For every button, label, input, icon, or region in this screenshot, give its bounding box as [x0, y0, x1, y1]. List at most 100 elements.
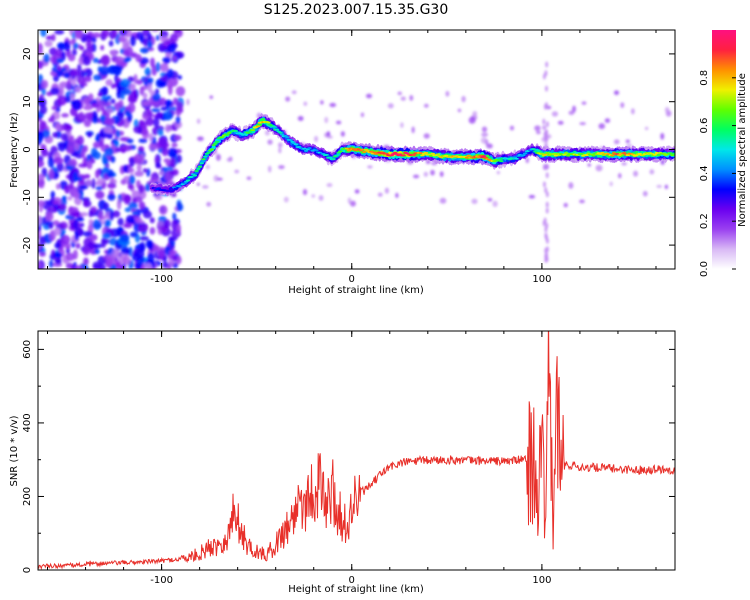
- noise-blob: [110, 98, 116, 105]
- ridge-blob: [579, 152, 584, 155]
- ridge-blob: [344, 147, 350, 150]
- noise-blob: [105, 257, 113, 268]
- noise-blob: [56, 58, 64, 64]
- noise-blob: [480, 137, 487, 144]
- colorbar-label: Normalized spectral amplitude: [737, 73, 748, 227]
- noise-blob: [196, 118, 201, 124]
- noise-blob: [545, 121, 549, 128]
- noise-blob: [96, 100, 106, 108]
- noise-blob: [155, 162, 162, 168]
- noise-blob: [367, 165, 373, 169]
- noise-blob: [76, 135, 84, 146]
- ridge-blob: [368, 150, 374, 153]
- noise-blob: [48, 259, 54, 268]
- noise-blob: [536, 130, 541, 135]
- noise-blob: [133, 92, 139, 99]
- spectrogram-y-tick-label: -10: [22, 189, 33, 205]
- noise-blob: [104, 147, 114, 157]
- noise-blob: [83, 257, 89, 266]
- noise-blob: [468, 116, 476, 124]
- ridge-blob: [591, 154, 596, 157]
- colorbar-tick-label: 0.8: [699, 70, 710, 86]
- noise-blob: [158, 205, 168, 215]
- noise-blob: [139, 47, 149, 54]
- noise-blob: [50, 114, 55, 123]
- ridge-blob: [233, 130, 239, 133]
- snr-y-tick-label: 0: [22, 567, 33, 573]
- noise-blob: [50, 190, 56, 200]
- noise-blob: [74, 231, 79, 241]
- ridge-blob: [362, 151, 367, 153]
- ridge-blob: [584, 154, 589, 157]
- noise-blob: [147, 252, 155, 264]
- ridge-blob: [278, 131, 283, 134]
- spectrogram-ridge: [149, 113, 675, 197]
- noise-blob: [186, 98, 190, 106]
- noise-blob: [74, 176, 83, 182]
- ridge-blob: [464, 156, 470, 159]
- noise-blob: [151, 244, 160, 252]
- noise-blob: [117, 217, 124, 226]
- noise-blob: [98, 210, 103, 221]
- noise-blob: [151, 93, 161, 102]
- noise-blob: [143, 37, 148, 47]
- noise-blob: [387, 103, 394, 109]
- noise-blob: [67, 139, 75, 151]
- noise-blob: [57, 65, 62, 72]
- noise-blob: [110, 155, 116, 163]
- noise-blob: [400, 122, 404, 128]
- colorbar-tick-label: 0.4: [699, 165, 710, 181]
- noise-blob: [52, 220, 60, 226]
- noise-blob: [93, 74, 102, 81]
- noise-blob: [64, 185, 70, 194]
- noise-blob: [71, 99, 82, 111]
- spectrogram-y-tick-label: 20: [22, 48, 33, 61]
- noise-blob: [87, 132, 92, 138]
- noise-blob: [40, 30, 47, 37]
- noise-blob: [168, 170, 175, 176]
- noise-blob: [326, 183, 333, 188]
- colorbar-tick-label: 0.2: [699, 213, 710, 229]
- noise-blob: [613, 90, 620, 96]
- noise-blob: [149, 226, 156, 235]
- noise-blob: [609, 181, 613, 187]
- noise-blob: [302, 188, 308, 196]
- noise-blob: [83, 145, 89, 153]
- noise-blob: [72, 211, 81, 217]
- noise-blob: [165, 126, 172, 131]
- noise-blob: [542, 164, 546, 171]
- noise-blob: [613, 139, 620, 145]
- noise-blob: [43, 53, 50, 63]
- noise-blob: [94, 169, 100, 179]
- noise-blob: [61, 195, 68, 201]
- noise-blob: [349, 200, 356, 207]
- noise-blob: [47, 206, 57, 214]
- noise-blob: [633, 170, 639, 177]
- noise-blob: [278, 165, 285, 170]
- ridge-blob: [654, 151, 660, 154]
- ridge-blob: [196, 167, 201, 170]
- noise-blob: [73, 265, 84, 269]
- ridge-blob: [192, 174, 198, 177]
- noise-blob: [64, 95, 72, 103]
- noise-blob: [542, 118, 546, 125]
- ridge-blob: [189, 175, 194, 178]
- noise-blob: [109, 237, 118, 246]
- spectrogram-x-axis-label: Height of straight line (km): [288, 285, 424, 296]
- noise-blob: [65, 252, 75, 261]
- noise-blob: [542, 181, 546, 188]
- noise-blob: [120, 78, 131, 88]
- noise-blob: [154, 88, 160, 95]
- ridge-blob: [173, 187, 179, 190]
- noise-blob: [397, 91, 403, 96]
- noise-blob: [57, 95, 67, 106]
- ridge-blob: [199, 162, 204, 165]
- noise-blob: [471, 198, 478, 205]
- noise-blob: [246, 176, 252, 180]
- noise-blob: [168, 236, 178, 241]
- noise-blob: [63, 124, 73, 132]
- noise-blob: [107, 193, 116, 201]
- noise-blob: [168, 250, 178, 255]
- ridge-blob: [211, 144, 216, 147]
- ridge-blob: [671, 152, 675, 155]
